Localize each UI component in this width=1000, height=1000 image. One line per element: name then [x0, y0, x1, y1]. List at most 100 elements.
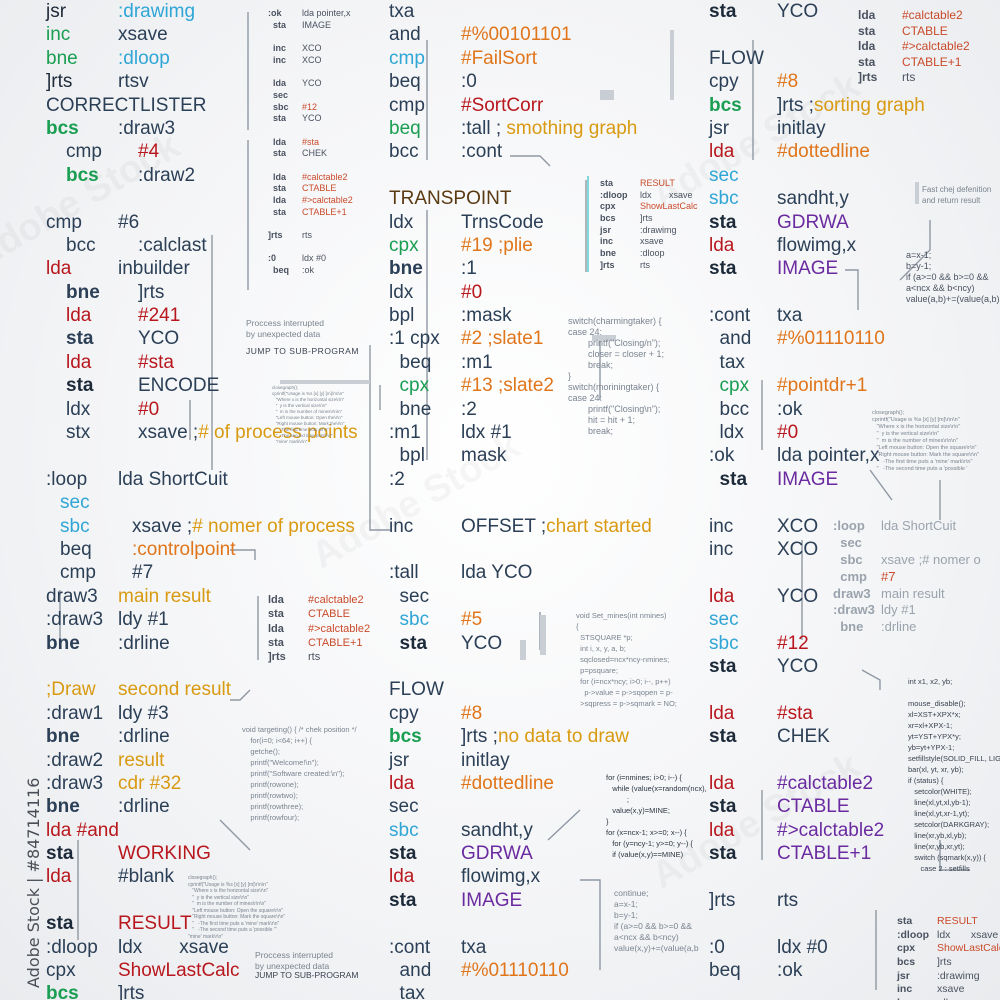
code-line: lda #sta [46, 351, 376, 374]
code-line: :draw3 ldy #1 [46, 608, 376, 631]
code-mnemonic: inc [709, 515, 734, 537]
code-operand: #0 [138, 398, 160, 420]
code-line: bne:drline [46, 795, 376, 818]
code-line: lda #blank [46, 865, 376, 888]
code-line: cmp #4 [46, 140, 376, 163]
code-comment: no data to draw [497, 726, 629, 748]
mini-code-line: bne:drline [833, 619, 1000, 636]
mini-mnemonic: lda [858, 8, 876, 22]
code-operand: #dottedline [777, 141, 870, 163]
code-line: ldx #0 [46, 398, 376, 421]
watermark-text: Adobe Stock | #84714116 [24, 777, 43, 988]
mini-code-line: cmp #7 [833, 569, 1000, 586]
code-line: ldx #0 [389, 281, 689, 304]
code-mnemonic: txa [389, 1, 415, 22]
code-operand: ENCODE [138, 375, 220, 397]
code-line [389, 538, 689, 561]
code-mnemonic: bpl [389, 445, 425, 467]
mini-operand: XCO [302, 54, 322, 65]
mini-code-line: cpx ShowLastCalc [897, 942, 1000, 956]
code-line: sta RESULT [46, 912, 376, 935]
mini-operand: CTABLE+1 [308, 636, 363, 649]
code-operand: #%01110110 [777, 328, 885, 350]
code-line: :2 [389, 468, 689, 491]
code-mnemonic: cpx [46, 960, 76, 982]
code-line: ;Draw second result [46, 678, 376, 701]
stock-watermark: Adobe Stock | #84714116 [6, 778, 43, 988]
mini-operand: ldx #0 [302, 253, 327, 264]
code-operand: inbuilder [118, 258, 190, 280]
mini-operand: YCO [302, 78, 322, 89]
mini-operand: :drawimg [640, 224, 677, 235]
mini-code-line: bne:dloop [897, 997, 1000, 1000]
code-line: sta IMAGE [709, 468, 999, 491]
code-mnemonic: bcs [709, 94, 742, 116]
code-mnemonic: inc [389, 515, 414, 537]
code-line: :dloop ldx xsave [46, 936, 376, 959]
mini-operand: #12 [302, 101, 318, 112]
code-line: bne:2 [389, 398, 689, 421]
mini-code-line: bcs]rts [600, 213, 710, 225]
code-operand: #8 [777, 71, 799, 93]
code-mnemonic: :0 [709, 936, 725, 958]
code-mnemonic: sta [709, 258, 737, 280]
mini-code-line [268, 125, 378, 137]
code-line: sta CHEK [709, 725, 999, 748]
code-line: inc OFFSET ;chart started [389, 515, 689, 538]
code-mnemonic: sta [66, 328, 94, 350]
code-line: :loop lda ShortCuit [46, 468, 376, 491]
mini-mnemonic: cpx [897, 942, 916, 955]
mini-code-line: sec [833, 535, 1000, 552]
code-operand: OFFSET ; [461, 515, 547, 537]
code-column-1: jsr:drawimg inc xsave bne:dloop]rts rtsv CORR… [46, 0, 376, 1000]
code-for-loop: for (i=nmines; i>0; i--) { while (value(… [606, 773, 707, 859]
mini-code-line: sta CHEK [268, 148, 378, 160]
code-line: and #%01110110 [709, 327, 999, 350]
code-line: beq:tall ; smothing graph [389, 117, 689, 140]
code-line: cmp #7 [46, 561, 376, 584]
code-operand: :drline [118, 726, 170, 748]
code-mnemonic: beq [389, 117, 421, 139]
code-mnemonic: and [389, 960, 432, 982]
code-line: sec [709, 164, 999, 187]
code-line: inc xsave [46, 23, 376, 46]
mini-code-line: sec [268, 90, 378, 102]
mini-mnemonic: lda [268, 171, 287, 182]
code-mnemonic: cmp [60, 562, 96, 584]
code-operand: #6 [118, 211, 140, 233]
code-operand: #sta [777, 702, 813, 724]
code-operand: #%00101101 [461, 24, 572, 46]
code-mnemonic: sta [66, 375, 94, 397]
code-line: and #%01110110 [389, 959, 689, 982]
code-line: sta YCO [709, 0, 999, 23]
code-mnemonic: sta [709, 796, 737, 818]
code-comment: # nomer of process [192, 515, 355, 537]
mini-code-line: lda #calctable2 [268, 593, 378, 607]
code-operand: sandht,y [777, 188, 849, 210]
code-operand: :1 [461, 258, 477, 280]
code-operand: YCO [138, 328, 180, 350]
mini-code-line: cpx ShowLastCalc [600, 201, 710, 213]
code-operand: #241 [138, 305, 181, 327]
mini-code-line: ]rts rts [600, 260, 710, 272]
code-operand: txa [461, 936, 487, 958]
mini-code-line: lda #calctable2 [268, 172, 378, 184]
code-mnemonic: CORRECTLISTER [46, 94, 207, 116]
mini-operand: :ok [302, 265, 315, 276]
code-mnemonic: sta [709, 843, 737, 865]
code-mnemonic: sta [46, 913, 74, 935]
code-line: sta YCO [709, 655, 999, 678]
mini-code-block-topright: lda #calctable2 sta CTABLE lda #>calctable2 st… [858, 8, 978, 86]
code-mnemonic: sbc [60, 515, 90, 537]
code-line: :cont txa [389, 936, 689, 959]
code-operand: ]rts ; [461, 726, 498, 748]
code-line: sec [389, 795, 689, 818]
code-mnemonic: bcs [46, 117, 79, 139]
code-line: ]rts rts [709, 889, 999, 912]
code-comment: # of process points [198, 422, 358, 444]
mini-code-line [268, 66, 378, 78]
code-operand: #0 [461, 281, 483, 303]
code-mnemonic: cmp [66, 141, 102, 163]
code-operand: #5 [461, 609, 483, 631]
